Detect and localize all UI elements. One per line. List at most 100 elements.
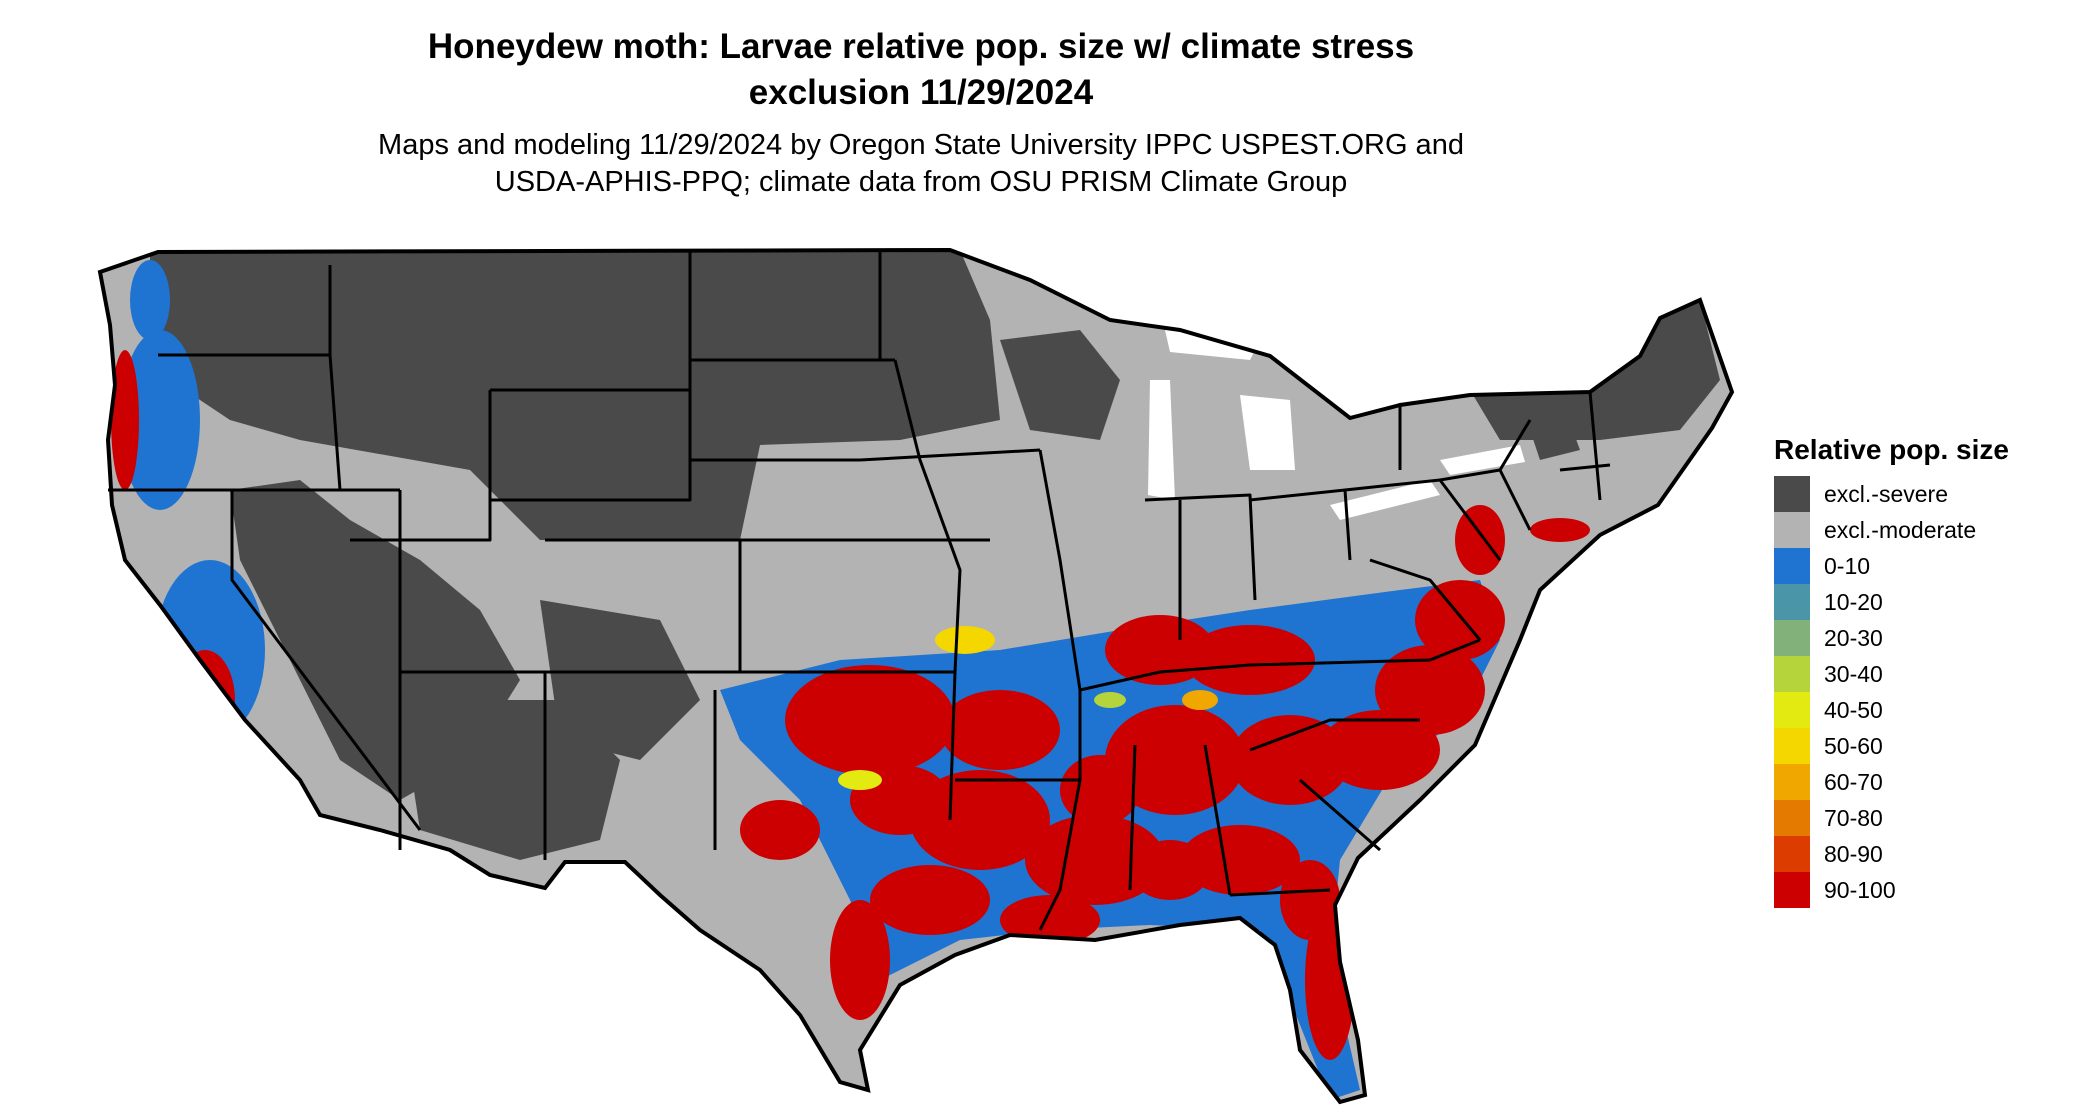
legend-swatch [1774, 872, 1810, 908]
legend-item: 90-100 [1774, 872, 2009, 908]
region-90-100 [1000, 895, 1100, 945]
legend-swatch [1774, 548, 1810, 584]
legend-label: 10-20 [1824, 588, 1883, 615]
region-0-10-puget [130, 260, 170, 340]
legend-label: 40-50 [1824, 696, 1883, 723]
legend-label: 70-80 [1824, 804, 1883, 831]
legend-item: excl.-moderate [1774, 512, 2009, 548]
legend-item: 50-60 [1774, 728, 2009, 764]
legend-swatch [1774, 620, 1810, 656]
state-border [350, 390, 492, 542]
region-60-70 [1182, 690, 1218, 710]
state-border [1038, 449, 1082, 691]
region-excl-severe-wisconsin [1000, 330, 1120, 440]
legend-item: 0-10 [1774, 548, 2009, 584]
region-90-100 [1185, 625, 1315, 695]
region-90-100 [740, 800, 820, 860]
legend: Relative pop. size excl.-severe excl.-mod… [1774, 432, 2009, 908]
region-30-40 [1094, 692, 1126, 708]
region-90-100 [1530, 518, 1590, 542]
region-90-100 [870, 865, 990, 935]
map-subtitle-line-2: USDA-APHIS-PPQ; climate data from OSU PR… [494, 166, 1348, 198]
legend-swatch [1774, 656, 1810, 692]
region-90-100-southern-california [245, 800, 295, 840]
legend-label: 90-100 [1824, 876, 1896, 903]
region-90-100-oregon-coast [111, 350, 139, 490]
legend-swatch [1774, 728, 1810, 764]
state-border [328, 354, 342, 491]
state-border [948, 671, 957, 821]
region-90-100 [830, 900, 890, 1020]
legend-item: excl.-severe [1774, 476, 2009, 512]
legend-swatch [1774, 476, 1810, 512]
region-0-10-oregon-coast [120, 330, 200, 510]
legend-item: 70-80 [1774, 800, 2009, 836]
legend-label: 20-30 [1824, 624, 1883, 651]
legend-item: 60-70 [1774, 764, 2009, 800]
legend-item: 20-30 [1774, 620, 2009, 656]
region-90-100 [1180, 825, 1300, 895]
legend-label: 50-60 [1824, 732, 1883, 759]
region-90-100 [1455, 505, 1505, 575]
region-90-100 [1280, 860, 1340, 940]
legend-swatch [1774, 800, 1810, 836]
region-excl-severe-adirondacks [1520, 395, 1580, 460]
state-border [1249, 718, 1420, 752]
region-excl-severe-newengland [1470, 300, 1720, 440]
map-title-line-2: exclusion 11/29/2024 [748, 73, 1094, 112]
region-90-100 [1415, 580, 1505, 660]
region-0-10-california-valley [155, 560, 265, 740]
state-border [1079, 638, 1481, 692]
state-border [108, 488, 422, 831]
lake-ontario [1440, 445, 1525, 475]
legend-item: 30-40 [1774, 656, 2009, 692]
legend-swatch [1774, 764, 1810, 800]
legend-swatch [1774, 512, 1810, 548]
region-90-100 [940, 690, 1060, 770]
legend-swatch [1774, 584, 1810, 620]
state-border [545, 538, 742, 674]
legend-item: 80-90 [1774, 836, 2009, 872]
state-border [859, 448, 1041, 462]
region-40-50 [838, 770, 882, 790]
state-border [1038, 779, 1082, 931]
lake-erie [1330, 480, 1440, 520]
state-border [1299, 778, 1381, 852]
region-50-60 [935, 626, 995, 654]
legend-title: Relative pop. size [1774, 434, 2009, 465]
region-90-100 [1230, 715, 1350, 805]
map-title-line-1: Honeydew moth: Larvae relative pop. size… [427, 27, 1415, 66]
state-border [1588, 391, 1602, 501]
state-border [1369, 558, 1482, 641]
legend-item: 40-50 [1774, 692, 2009, 728]
legend-item: 10-20 [1774, 584, 2009, 620]
region-90-100 [1350, 860, 1410, 940]
region-90-100 [1375, 645, 1485, 735]
legend-swatch [1774, 692, 1810, 728]
map-subtitle-line-1: Maps and modeling 11/29/2024 by Oregon S… [378, 129, 1464, 161]
state-border [1144, 493, 1257, 601]
state-border [1229, 888, 1331, 897]
state-border [1559, 463, 1611, 472]
legend-label: 30-40 [1824, 660, 1883, 687]
legend-label: 60-70 [1824, 768, 1883, 795]
legend-label: excl.-moderate [1824, 516, 1977, 543]
state-border [1128, 744, 1137, 891]
legend-label: 80-90 [1824, 840, 1883, 867]
state-border [1203, 744, 1232, 896]
lake-michigan [1148, 380, 1175, 500]
state-border [893, 359, 962, 673]
state-border [1498, 419, 1532, 471]
region-90-100 [1130, 840, 1210, 900]
region-excl-severe-north [150, 250, 1000, 540]
legend-label: 0-10 [1824, 552, 1871, 579]
region-90-100 [785, 665, 955, 775]
legend-label: excl.-severe [1824, 480, 1948, 507]
region-excl-severe-utah [540, 600, 700, 760]
region-90-100 [1105, 705, 1245, 815]
region-90-100 [1060, 755, 1140, 825]
state-border [490, 388, 692, 502]
lake-huron [1240, 395, 1295, 470]
legend-swatch [1774, 836, 1810, 872]
